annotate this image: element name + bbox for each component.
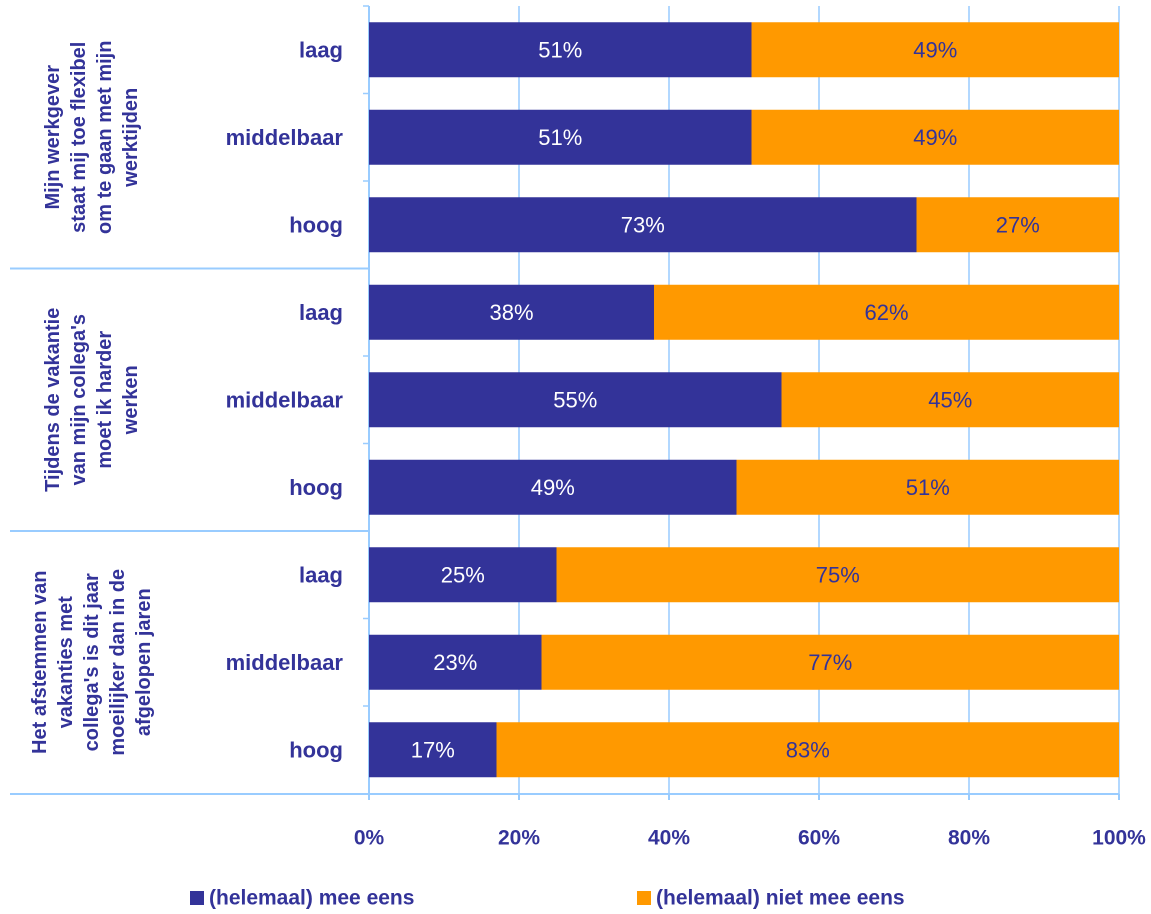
bar-value-label: 27% — [996, 212, 1040, 237]
group-label-line: Tijdens de vakantie — [42, 308, 64, 492]
bar-value-label: 55% — [553, 387, 597, 412]
group-label-line: moet ik harder — [94, 331, 116, 469]
bar-value-label: 49% — [913, 37, 957, 62]
bar-value-label: 51% — [906, 475, 950, 500]
bar-value-label: 49% — [913, 125, 957, 150]
x-tick-label: 40% — [648, 827, 690, 850]
group-label-line: collega's is dit jaar — [81, 573, 103, 751]
bar-value-label: 77% — [808, 650, 852, 675]
category-label: laag — [299, 300, 343, 325]
bar-value-label: 51% — [538, 125, 582, 150]
category-label: middelbaar — [226, 650, 344, 675]
x-tick-label: 60% — [798, 827, 840, 850]
bar-value-label: 73% — [621, 212, 665, 237]
legend-swatch — [190, 891, 204, 905]
legend-label: (helemaal) niet mee eens — [656, 887, 905, 910]
bar-value-label: 25% — [441, 562, 485, 587]
group-label-line: afgelopen jaren — [133, 588, 155, 736]
group-label-line: werken — [120, 365, 142, 435]
x-tick-label: 100% — [1092, 827, 1146, 850]
group-label-line: moeilijker dan in de — [107, 569, 129, 756]
category-label: middelbaar — [226, 125, 344, 150]
category-label: laag — [299, 37, 343, 62]
x-tick-label: 0% — [354, 827, 385, 850]
bar-value-label: 51% — [538, 37, 582, 62]
category-label: hoog — [289, 737, 343, 762]
group-label-line: staat mij toe flexibel — [68, 42, 90, 233]
group-label-line: vakanties met — [55, 596, 77, 729]
group-label-line: Mijn werkgever — [42, 65, 64, 210]
x-tick-label: 20% — [498, 827, 540, 850]
bar-value-label: 23% — [433, 650, 477, 675]
bar-value-label: 38% — [489, 300, 533, 325]
legend-label: (helemaal) mee eens — [209, 887, 414, 910]
category-label: hoog — [289, 475, 343, 500]
bar-value-label: 45% — [928, 387, 972, 412]
category-label: middelbaar — [226, 387, 344, 412]
bar-value-label: 75% — [816, 562, 860, 587]
group-label-line: van mijn collega's — [68, 314, 90, 485]
group-label-line: werktijden — [120, 88, 142, 188]
category-label: hoog — [289, 212, 343, 237]
group-label-line: Het afstemmen van — [29, 571, 51, 754]
bar-value-label: 49% — [531, 475, 575, 500]
bar-value-label: 83% — [786, 737, 830, 762]
category-label: laag — [299, 562, 343, 587]
x-tick-label: 80% — [948, 827, 990, 850]
bar-value-label: 62% — [864, 300, 908, 325]
legend-swatch — [637, 891, 651, 905]
group-label-line: om te gaan met mijn — [94, 41, 116, 234]
bar-value-label: 17% — [411, 737, 455, 762]
